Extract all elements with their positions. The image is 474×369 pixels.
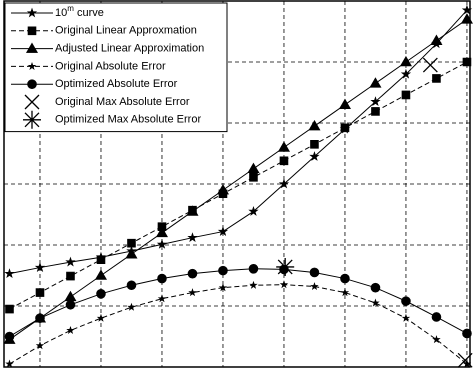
marker — [125, 248, 138, 259]
marker — [276, 257, 295, 276]
marker — [371, 107, 380, 116]
marker — [94, 269, 108, 280]
marker — [217, 226, 229, 236]
marker — [5, 304, 14, 314]
legend-marker — [23, 110, 41, 129]
marker — [279, 280, 289, 289]
marker — [156, 238, 168, 249]
marker — [462, 328, 472, 339]
marker — [248, 263, 259, 274]
marker — [127, 302, 136, 311]
marker — [247, 162, 260, 174]
marker — [66, 325, 75, 334]
marker — [340, 288, 350, 297]
marker — [277, 141, 290, 152]
legend-marker — [27, 79, 37, 89]
marker — [249, 280, 258, 289]
marker — [126, 280, 137, 291]
legend-label: 10m curve — [55, 4, 104, 19]
marker — [65, 256, 76, 267]
marker — [155, 226, 168, 238]
marker — [218, 283, 228, 292]
marker — [309, 151, 320, 161]
legend-label-part: 10 — [55, 7, 67, 19]
marker — [370, 282, 381, 293]
marker — [462, 57, 472, 67]
legend-label: Original Absolute Error — [55, 60, 166, 72]
marker — [65, 299, 76, 310]
series-line — [9, 9, 468, 275]
marker — [187, 232, 198, 243]
marker — [186, 205, 199, 216]
marker — [96, 313, 106, 322]
marker — [278, 178, 290, 189]
marker — [370, 96, 381, 107]
legend-label: Adjusted Linear Approximation — [55, 43, 204, 55]
marker — [309, 267, 320, 278]
marker — [64, 290, 77, 302]
marker — [430, 34, 443, 45]
legend-label: Original Max Absolute Error — [55, 96, 190, 108]
legend-label: Optimized Absolute Error — [55, 78, 178, 90]
marker — [157, 294, 167, 303]
marker — [340, 123, 350, 133]
series-line — [9, 61, 468, 310]
legend-label: Optimized Max Absolute Error — [55, 114, 201, 126]
marker — [460, 13, 473, 24]
marker — [35, 341, 45, 350]
marker — [399, 55, 412, 67]
plot-frame — [3, 0, 471, 368]
marker — [34, 262, 46, 272]
marker — [216, 184, 229, 195]
legend-marker — [27, 61, 37, 70]
marker — [248, 206, 259, 216]
marker — [340, 273, 350, 284]
series-line — [9, 284, 468, 365]
marker — [308, 119, 321, 131]
marker — [432, 335, 441, 344]
marker — [188, 288, 197, 297]
marker — [310, 140, 319, 149]
marker — [310, 282, 319, 291]
marker — [401, 90, 411, 100]
marker — [279, 156, 289, 166]
marker — [187, 268, 198, 279]
marker — [96, 289, 106, 299]
legend-label: Original Linear Approxmation — [55, 25, 197, 37]
marker — [400, 68, 412, 79]
marker — [422, 57, 438, 73]
series-line — [9, 18, 468, 340]
marker — [157, 273, 167, 284]
marker — [371, 298, 380, 307]
legend-marker — [26, 7, 38, 18]
marker — [66, 271, 75, 281]
marker — [431, 312, 442, 322]
legend-marker — [24, 94, 40, 110]
marker — [401, 296, 411, 306]
marker — [35, 288, 45, 297]
marker — [401, 313, 411, 322]
legend-label-sup: m — [67, 4, 74, 13]
marker — [35, 313, 45, 323]
marker — [157, 222, 167, 231]
legend-marker — [27, 26, 37, 36]
marker — [127, 238, 136, 248]
marker — [218, 265, 228, 276]
marker — [96, 255, 106, 264]
series-line — [9, 268, 468, 337]
legend-label-part: curve — [74, 7, 104, 19]
marker — [369, 77, 382, 88]
marker — [4, 331, 15, 342]
legend-box — [4, 2, 228, 133]
marker — [338, 98, 351, 109]
marker — [249, 172, 258, 182]
legend: 10m curve Original Linear Approxmation Adj… — [4, 2, 228, 133]
legend-marker — [25, 42, 39, 53]
marker — [5, 359, 14, 368]
marker — [432, 74, 441, 83]
marker — [4, 268, 15, 279]
